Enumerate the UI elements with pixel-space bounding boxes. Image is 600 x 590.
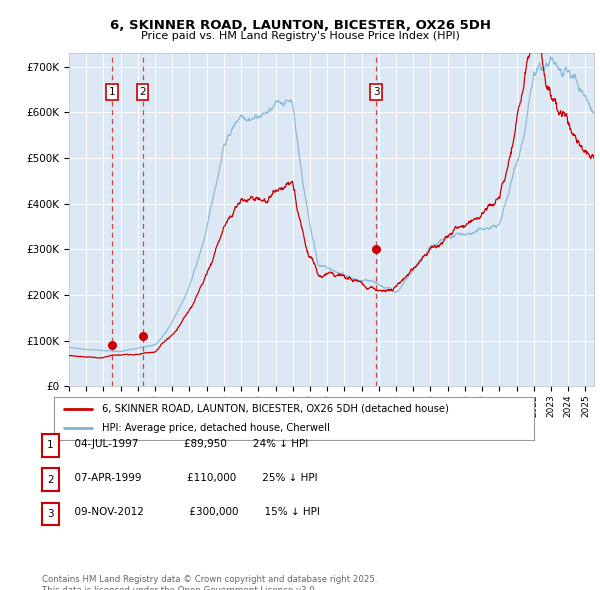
Text: 04-JUL-1997              £89,950        24% ↓ HPI: 04-JUL-1997 £89,950 24% ↓ HPI bbox=[68, 439, 308, 448]
Text: 6, SKINNER ROAD, LAUNTON, BICESTER, OX26 5DH (detached house): 6, SKINNER ROAD, LAUNTON, BICESTER, OX26… bbox=[102, 404, 449, 414]
Text: 6, SKINNER ROAD, LAUNTON, BICESTER, OX26 5DH: 6, SKINNER ROAD, LAUNTON, BICESTER, OX26… bbox=[110, 19, 491, 32]
Text: HPI: Average price, detached house, Cherwell: HPI: Average price, detached house, Cher… bbox=[102, 423, 330, 433]
Text: 1: 1 bbox=[47, 441, 54, 450]
Text: 3: 3 bbox=[47, 509, 54, 519]
Text: 2: 2 bbox=[47, 475, 54, 484]
Text: 09-NOV-2012              £300,000        15% ↓ HPI: 09-NOV-2012 £300,000 15% ↓ HPI bbox=[68, 507, 320, 517]
Text: Contains HM Land Registry data © Crown copyright and database right 2025.
This d: Contains HM Land Registry data © Crown c… bbox=[42, 575, 377, 590]
Text: 1: 1 bbox=[109, 87, 115, 97]
Text: 07-APR-1999              £110,000        25% ↓ HPI: 07-APR-1999 £110,000 25% ↓ HPI bbox=[68, 473, 317, 483]
Text: 2: 2 bbox=[139, 87, 146, 97]
Text: Price paid vs. HM Land Registry's House Price Index (HPI): Price paid vs. HM Land Registry's House … bbox=[140, 31, 460, 41]
Text: 3: 3 bbox=[373, 87, 380, 97]
